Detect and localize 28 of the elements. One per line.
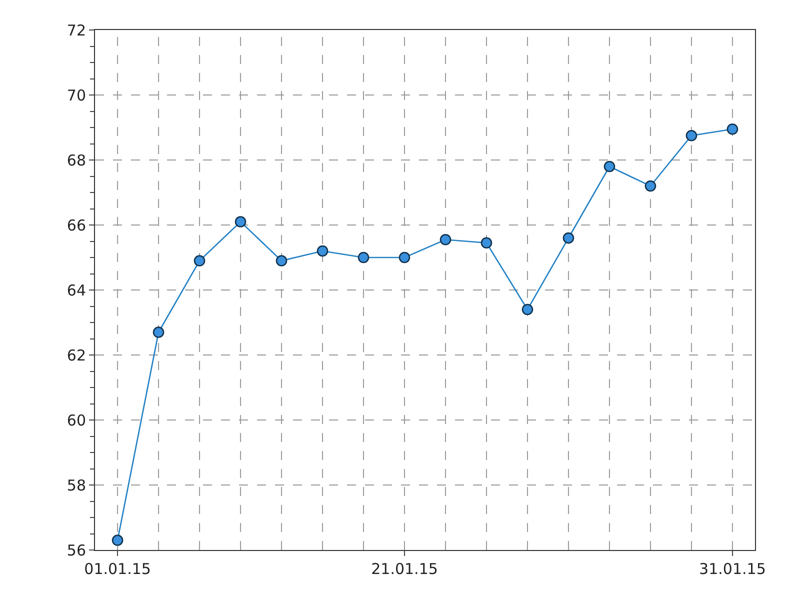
- point: [644, 180, 656, 192]
- y-tick-label: 66: [66, 216, 86, 234]
- y-tick-label: 70: [66, 86, 86, 104]
- point: [480, 237, 492, 249]
- point: [234, 216, 246, 228]
- point: [112, 534, 124, 546]
- y-tick-label: 72: [66, 21, 86, 40]
- point: [398, 252, 410, 264]
- point: [726, 123, 738, 135]
- y-tick-label: 68: [66, 151, 86, 170]
- point: [194, 255, 206, 266]
- y-tick-label: 64: [66, 281, 86, 300]
- point: [276, 255, 288, 266]
- point: [562, 232, 574, 244]
- x-tick-label: 01.01.15: [84, 560, 151, 578]
- point: [316, 245, 328, 257]
- point: [358, 252, 370, 264]
- point: [440, 234, 452, 246]
- x-tick-label: 31.01.15: [699, 560, 766, 578]
- point: [522, 304, 534, 316]
- point: [604, 160, 616, 172]
- y-tick-label: 58: [66, 476, 86, 494]
- y-tick-label: 60: [66, 411, 86, 430]
- point: [152, 326, 164, 338]
- point: [686, 130, 698, 142]
- y-tick-label: 62: [66, 346, 86, 364]
- x-tick-label: 21.01.15: [371, 560, 438, 578]
- y-tick-label: 56: [66, 541, 86, 560]
